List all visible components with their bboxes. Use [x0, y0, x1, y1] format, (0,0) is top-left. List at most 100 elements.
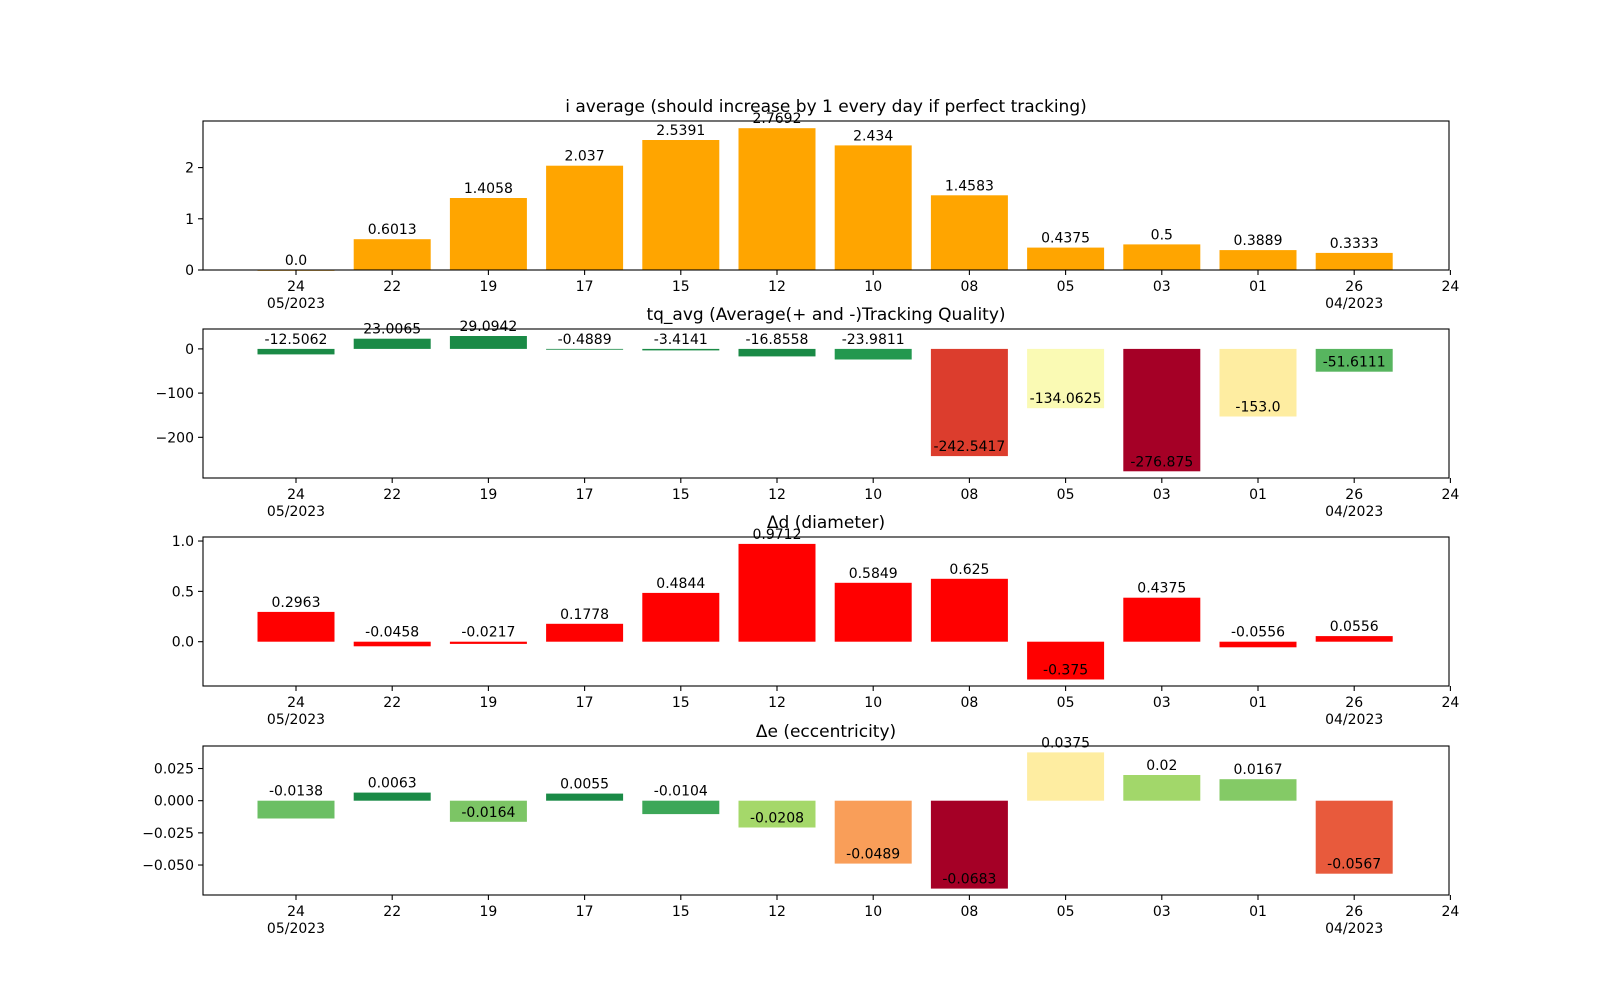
x-tick-label: 12	[768, 695, 786, 711]
bar-15	[642, 348, 720, 351]
x-tick-label: 01	[1249, 279, 1267, 295]
bar-17	[546, 623, 624, 642]
bar-22	[353, 239, 431, 270]
data-label: 0.4844	[656, 576, 705, 592]
x-tick-label: 08	[960, 904, 978, 920]
data-label: -153.0	[1235, 400, 1280, 416]
x-tick-label: 19	[479, 695, 497, 711]
data-label: -0.0104	[654, 784, 708, 800]
x-tick-label: 26	[1345, 487, 1363, 503]
x-tick-label: 05	[1057, 695, 1075, 711]
x-tick-label: 10	[864, 487, 882, 503]
data-label: -3.4141	[654, 332, 708, 348]
x-tick-label: 01	[1249, 695, 1267, 711]
y-tick-label: 1.0	[172, 534, 194, 550]
bar-01	[1219, 641, 1297, 648]
bar-03	[1123, 348, 1201, 472]
x-tick-label: 24	[287, 487, 305, 503]
x-tick-label: 24	[1441, 487, 1459, 503]
x-tick-label: 10	[864, 695, 882, 711]
bar-19	[449, 641, 527, 644]
y-tick-label: 0.0	[172, 635, 194, 651]
x-tick-label: 12	[768, 487, 786, 503]
y-tick-label: 0	[185, 342, 194, 358]
x-month-label: 05/2023	[267, 504, 325, 520]
x-tick-label: 15	[672, 904, 690, 920]
bar-01	[1219, 348, 1297, 417]
data-label: 0.4375	[1137, 581, 1186, 597]
bar-01	[1219, 250, 1297, 270]
x-month-label: 04/2023	[1325, 712, 1383, 728]
data-label: 0.0167	[1234, 762, 1283, 778]
bar-05	[1027, 247, 1105, 270]
bar-22	[353, 792, 431, 801]
bar-01	[1219, 779, 1297, 801]
x-tick-label: 03	[1153, 904, 1171, 920]
data-label: -242.5417	[933, 439, 1005, 455]
bar-17	[546, 348, 624, 350]
x-month-label: 05/2023	[267, 296, 325, 312]
x-tick-label: 15	[672, 695, 690, 711]
y-tick-label: 0	[185, 263, 194, 279]
x-tick-label: 03	[1153, 487, 1171, 503]
bar-05	[1027, 348, 1105, 409]
x-tick-label: 05	[1057, 487, 1075, 503]
x-tick-label: 15	[672, 487, 690, 503]
bar-15	[642, 592, 720, 642]
data-label: 0.4375	[1041, 231, 1090, 247]
data-label: -134.0625	[1030, 391, 1102, 407]
panel-tracking-quality: tq_avg (Average(+ and -)Tracking Quality…	[156, 305, 1460, 520]
data-label: -16.8558	[746, 332, 809, 348]
x-tick-label: 22	[383, 487, 401, 503]
y-tick-label: 2	[185, 161, 194, 177]
data-label: 0.2963	[272, 595, 321, 611]
data-label: 0.3333	[1330, 236, 1379, 252]
panel-title: i average (should increase by 1 every da…	[565, 97, 1087, 117]
bar-26	[1315, 348, 1393, 372]
data-label: -51.6111	[1323, 355, 1386, 371]
x-tick-label: 24	[287, 695, 305, 711]
axes-frame	[202, 745, 1450, 896]
data-label: -12.5062	[265, 332, 328, 348]
bar-19	[449, 198, 527, 270]
data-label: -0.0683	[942, 872, 996, 888]
panel-delta-diameter: Δd (diameter) 0.2963 -0.0458 -0.0217 0.1778…	[172, 513, 1460, 728]
bar-08	[930, 800, 1008, 889]
x-tick-label: 17	[576, 487, 594, 503]
data-label: 0.9712	[753, 527, 802, 543]
x-month-label: 04/2023	[1325, 296, 1383, 312]
x-tick-label: 10	[864, 279, 882, 295]
x-tick-label: 15	[672, 279, 690, 295]
bar-12	[738, 800, 816, 828]
data-label: 0.0375	[1041, 735, 1090, 751]
x-month-label: 05/2023	[267, 921, 325, 937]
bar-12	[738, 348, 816, 357]
data-label: 2.5391	[656, 123, 705, 139]
data-label: 0.5849	[849, 566, 898, 582]
data-label: -276.875	[1130, 454, 1193, 470]
y-tick-label: 0.000	[154, 794, 194, 810]
x-tick-label: 19	[479, 904, 497, 920]
x-tick-label: 17	[576, 279, 594, 295]
x-tick-label: 01	[1249, 487, 1267, 503]
x-tick-label: 08	[960, 695, 978, 711]
y-tick-label: −100	[156, 386, 194, 402]
data-label: -0.0138	[269, 784, 323, 800]
x-tick-label: 22	[383, 279, 401, 295]
data-label: 0.5	[1151, 227, 1173, 243]
x-tick-label: 08	[960, 279, 978, 295]
data-label: -0.375	[1043, 663, 1088, 679]
x-tick-label: 19	[479, 279, 497, 295]
data-label: -0.0458	[365, 625, 419, 641]
x-tick-label: 26	[1345, 904, 1363, 920]
axes-frame	[202, 328, 1450, 479]
x-tick-label: 10	[864, 904, 882, 920]
axes-frame	[202, 120, 1450, 271]
x-month-label: 04/2023	[1325, 921, 1383, 937]
x-month-label: 05/2023	[267, 712, 325, 728]
y-tick-label: −200	[156, 430, 194, 446]
data-label: 2.434	[853, 128, 893, 144]
bar-03	[1123, 244, 1201, 270]
data-label: 0.0055	[560, 777, 609, 793]
x-tick-label: 22	[383, 695, 401, 711]
